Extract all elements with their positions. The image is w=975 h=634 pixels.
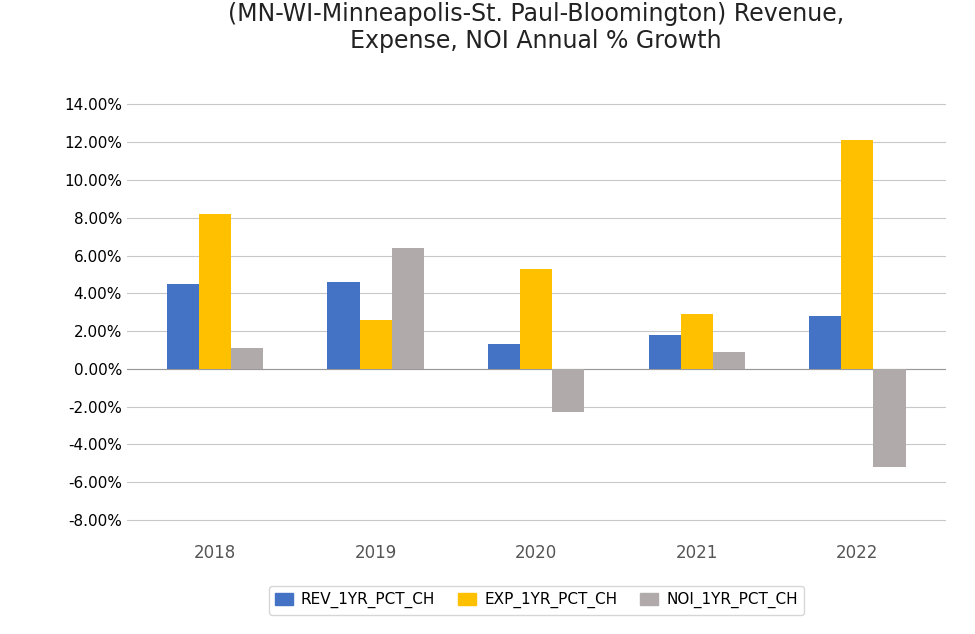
- Legend: REV_1YR_PCT_CH, EXP_1YR_PCT_CH, NOI_1YR_PCT_CH: REV_1YR_PCT_CH, EXP_1YR_PCT_CH, NOI_1YR_…: [269, 586, 803, 614]
- Bar: [392, 248, 424, 369]
- Bar: [874, 369, 906, 467]
- Bar: [552, 369, 584, 412]
- Bar: [328, 282, 360, 369]
- Bar: [809, 316, 841, 369]
- Bar: [681, 314, 713, 369]
- Bar: [231, 348, 263, 369]
- Bar: [521, 269, 552, 369]
- Bar: [648, 335, 681, 369]
- Bar: [360, 320, 392, 369]
- Title: (MN-WI-Minneapolis-St. Paul-Bloomington) Revenue,
Expense, NOI Annual % Growth: (MN-WI-Minneapolis-St. Paul-Bloomington)…: [228, 1, 844, 53]
- Bar: [167, 284, 199, 369]
- Bar: [488, 344, 521, 369]
- Bar: [199, 214, 231, 369]
- Bar: [713, 352, 745, 369]
- Bar: [841, 140, 874, 369]
